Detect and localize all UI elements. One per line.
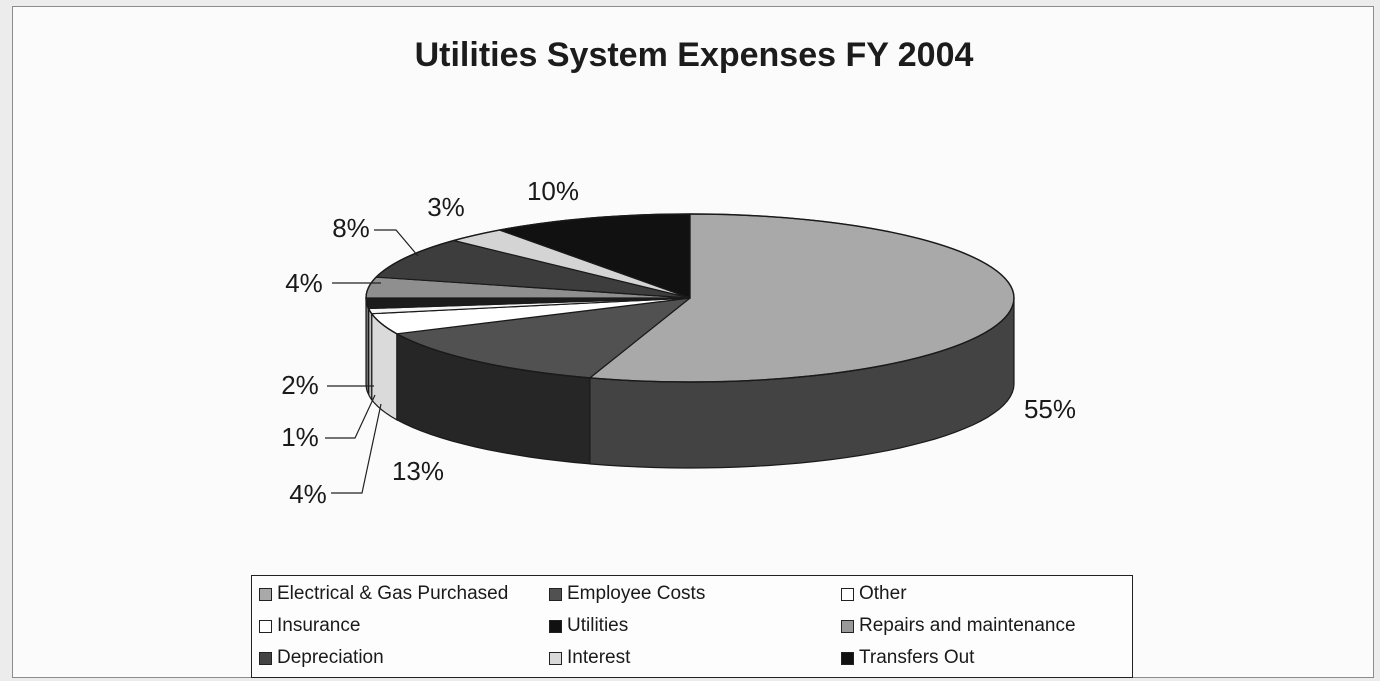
legend-label: Repairs and maintenance	[859, 615, 1076, 636]
legend-swatch	[259, 651, 272, 665]
legend-swatch	[259, 587, 272, 601]
pie-rim	[365, 213, 1015, 383]
data-label: 55%	[1024, 394, 1076, 424]
legend-swatch	[549, 587, 562, 601]
data-label: 4%	[289, 479, 327, 509]
leader-line	[325, 394, 376, 439]
data-label: 2%	[281, 370, 319, 400]
data-label: 10%	[527, 176, 579, 206]
legend-label: Insurance	[277, 615, 361, 636]
data-label: 4%	[285, 268, 323, 298]
legend-item: Utilities	[549, 614, 628, 638]
legend-swatch	[259, 619, 272, 633]
legend-label: Utilities	[567, 615, 629, 636]
legend-swatch	[841, 651, 854, 665]
leader-line	[331, 403, 382, 494]
pie-side-utilities	[365, 297, 370, 395]
legend-item: Employee Costs	[549, 582, 705, 606]
legend-item: Repairs and maintenance	[841, 614, 1076, 638]
legend-swatch	[549, 619, 562, 633]
legend-item: Other	[841, 582, 907, 606]
legend-item: Electrical & Gas Purchased	[259, 582, 508, 606]
legend-item: Depreciation	[259, 646, 384, 670]
legend-item: Insurance	[259, 614, 360, 638]
legend-swatch	[841, 619, 854, 633]
legend-label: Electrical & Gas Purchased	[277, 583, 509, 604]
legend-label: Interest	[567, 647, 631, 668]
leader-line	[374, 229, 419, 257]
legend-label: Other	[859, 583, 907, 604]
data-label: 3%	[427, 192, 465, 222]
legend: Electrical & Gas Purchased Employee Costs…	[251, 575, 1133, 678]
chart-title: Utilities System Expenses FY 2004	[414, 36, 974, 74]
legend-item: Transfers Out	[841, 646, 974, 670]
legend-label: Employee Costs	[567, 583, 706, 604]
legend-label: Transfers Out	[859, 647, 975, 668]
data-label: 13%	[392, 456, 444, 486]
data-label: 8%	[332, 213, 370, 243]
legend-swatch	[841, 587, 854, 601]
legend-label: Depreciation	[277, 647, 384, 668]
legend-swatch	[549, 651, 562, 665]
data-label: 1%	[281, 422, 319, 452]
legend-item: Interest	[549, 646, 630, 670]
